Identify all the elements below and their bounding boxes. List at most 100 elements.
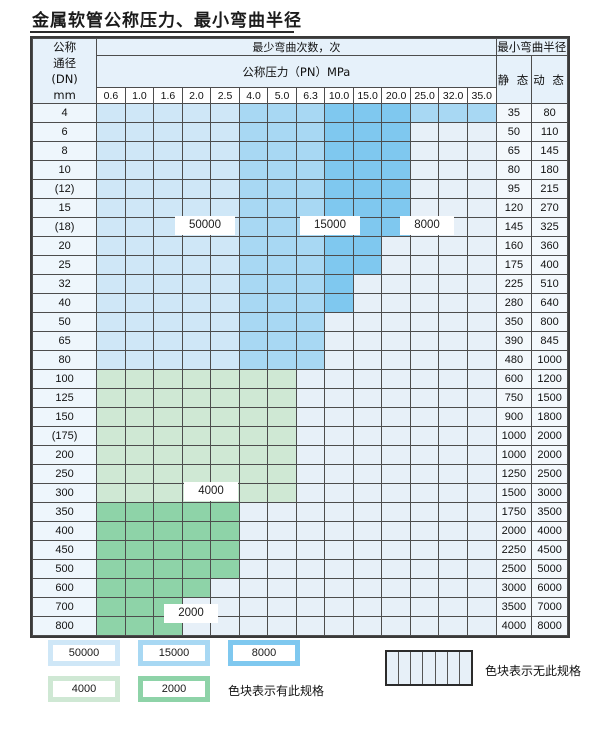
table-row: 700 3500 7000: [31, 597, 568, 617]
cell-pressure: [238, 407, 269, 427]
cell-pressure: [352, 597, 383, 617]
cell-pressure: [124, 502, 155, 522]
cell-static-radius: 1500: [495, 483, 533, 503]
cell-static-radius: 390: [495, 331, 533, 351]
cell-pressure: [96, 388, 126, 408]
cell-pressure: [153, 521, 183, 541]
cell-pressure: [96, 559, 126, 579]
cell-dn: 8: [31, 141, 98, 161]
cell-pressure: [181, 255, 212, 275]
cell-pressure: [466, 464, 497, 484]
cell-pressure: [438, 521, 468, 541]
cell-pressure: [466, 274, 497, 294]
cell-static-radius: 175: [495, 255, 533, 275]
cell-pressure: [238, 274, 269, 294]
cell-static-radius: 80: [495, 160, 533, 180]
cell-pressure: [181, 502, 212, 522]
cell-pressure: [352, 198, 383, 218]
cell-pressure: [181, 388, 212, 408]
cell-pressure: [466, 597, 497, 617]
header-dn-line-1: 通径: [53, 56, 77, 70]
cell-pressure: [267, 141, 297, 161]
cell-pressure: [438, 198, 468, 218]
cell-pressure: [295, 141, 326, 161]
table-row: 50 350 800: [31, 312, 568, 332]
cell-pressure: [238, 350, 269, 370]
cell-pressure: [409, 597, 440, 617]
cell-pressure: [153, 445, 183, 465]
cell-pressure: [124, 407, 155, 427]
cell-pressure: [267, 103, 297, 123]
cell-pressure: [124, 445, 155, 465]
cell-pressure: [324, 388, 354, 408]
cell-dn: (18): [31, 217, 98, 237]
cell-pressure: [295, 426, 326, 446]
cell-pressure: [238, 616, 269, 636]
cell-pressure: [381, 236, 411, 256]
legend-swatch: 50000: [48, 640, 120, 666]
cell-pressure: [181, 103, 212, 123]
cell-pressure: [96, 103, 126, 123]
cell-pressure: [153, 179, 183, 199]
cell-pressure: [352, 350, 383, 370]
cell-pressure: [381, 369, 411, 389]
cell-pressure: [181, 445, 212, 465]
cell-pressure: [267, 616, 297, 636]
cell-pressure: [210, 255, 240, 275]
cell-pressure: [181, 198, 212, 218]
legend-swatch: 15000: [138, 640, 210, 666]
cell-pressure: [238, 236, 269, 256]
cell-pressure: [295, 331, 326, 351]
cell-pressure: [438, 312, 468, 332]
cell-pressure: [466, 160, 497, 180]
cell-pressure: [181, 521, 212, 541]
cell-pressure: [96, 616, 126, 636]
cell-static-radius: 350: [495, 312, 533, 332]
cell-pressure: [153, 312, 183, 332]
cell-pressure: [324, 293, 354, 313]
cell-pressure: [124, 293, 155, 313]
header-pressure-5.0: 5.0: [267, 87, 297, 104]
cell-pressure: [267, 312, 297, 332]
cell-pressure: [438, 597, 468, 617]
cell-pressure: [438, 388, 468, 408]
cell-pressure: [96, 179, 126, 199]
cell-pressure: [96, 578, 126, 598]
cell-static-radius: 1250: [495, 464, 533, 484]
cell-pressure: [352, 331, 383, 351]
cell-pressure: [409, 236, 440, 256]
cell-dn: 50: [31, 312, 98, 332]
cell-pressure: [409, 350, 440, 370]
cell-pressure: [324, 331, 354, 351]
cell-pressure: [438, 502, 468, 522]
cell-pressure: [96, 122, 126, 142]
cell-pressure: [352, 521, 383, 541]
cell-pressure: [124, 312, 155, 332]
cell-pressure: [96, 502, 126, 522]
cell-pressure: [96, 445, 126, 465]
cell-pressure: [324, 255, 354, 275]
table-head: 公称 通径 (DN) mm 最少弯曲次数，次 最小弯曲半径 公称压力（PN）MP…: [31, 38, 569, 104]
cell-pressure: [96, 426, 126, 446]
cell-pressure: [267, 331, 297, 351]
cell-pressure: [267, 160, 297, 180]
table-row: 65 390 845: [31, 331, 568, 351]
cell-pressure: [267, 578, 297, 598]
cell-pressure: [466, 312, 497, 332]
table-row: 6 50 110: [31, 122, 568, 142]
cell-pressure: [295, 293, 326, 313]
cell-pressure: [124, 179, 155, 199]
cell-pressure: [267, 445, 297, 465]
cell-pressure: [210, 426, 240, 446]
cell-pressure: [409, 559, 440, 579]
cell-dynamic-radius: 325: [531, 217, 568, 237]
table-row: 32 225 510: [31, 274, 568, 294]
cell-pressure: [124, 521, 155, 541]
cell-pressure: [210, 559, 240, 579]
cell-dn: 10: [31, 160, 98, 180]
cell-pressure: [238, 160, 269, 180]
header-pressure-20.0: 20.0: [381, 87, 411, 104]
cell-pressure: [96, 236, 126, 256]
cell-pressure: [438, 141, 468, 161]
cell-pressure: [324, 426, 354, 446]
